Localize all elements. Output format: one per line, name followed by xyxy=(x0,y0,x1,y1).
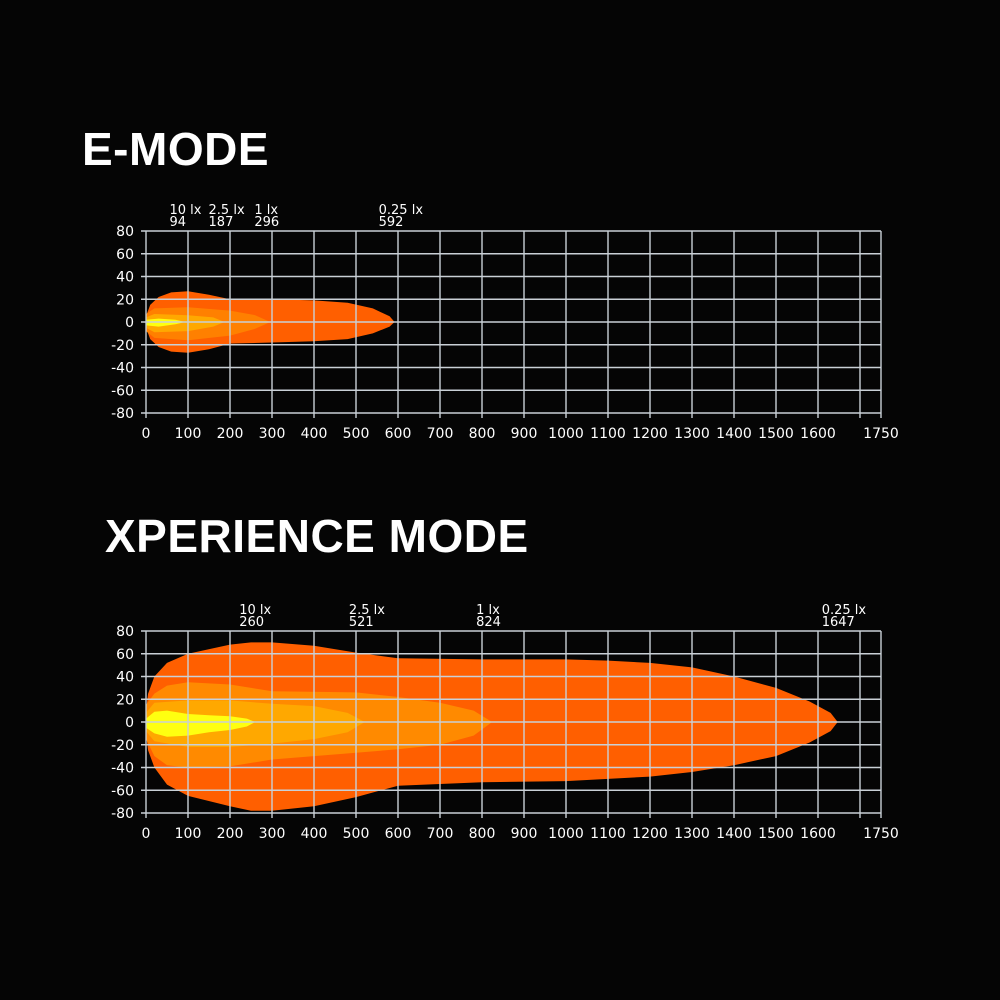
x-tick-label: 1750 xyxy=(863,826,899,842)
x-tick-label: 700 xyxy=(427,426,454,442)
reach-label: 521 xyxy=(349,615,374,630)
contour-10-lx xyxy=(146,710,256,737)
reach-label: 94 xyxy=(169,215,186,230)
x-tick-label: 1400 xyxy=(716,426,752,442)
y-tick-label: 60 xyxy=(116,647,134,663)
e-mode-title: E-MODE xyxy=(82,123,269,175)
reach-label: 824 xyxy=(476,615,501,630)
x-tick-label: 0 xyxy=(142,426,151,442)
reach-label: 296 xyxy=(254,215,279,230)
y-tick-label: -80 xyxy=(111,406,134,422)
y-tick-label: -20 xyxy=(111,738,134,754)
x-tick-label: 1500 xyxy=(758,826,794,842)
y-tick-label: 40 xyxy=(116,670,134,686)
x-tick-label: 600 xyxy=(385,426,412,442)
x-tick-label: 1300 xyxy=(674,826,710,842)
x-tick-label: 200 xyxy=(217,426,244,442)
y-tick-label: 20 xyxy=(116,692,134,708)
y-tick-label: -60 xyxy=(111,783,134,799)
x-tick-label: 1500 xyxy=(758,426,794,442)
x-tick-label: 500 xyxy=(343,826,370,842)
x-tick-label: 400 xyxy=(301,826,328,842)
lux-label: 2.5 lx xyxy=(349,603,385,618)
x-tick-label: 1600 xyxy=(800,826,836,842)
x-tick-label: 900 xyxy=(511,826,538,842)
x-tick-label: 100 xyxy=(175,826,202,842)
x-tick-label: 400 xyxy=(301,426,328,442)
x-tick-label: 1100 xyxy=(590,426,626,442)
chart-0: 0 100 200 300 400 500 600 700 800 900 1000 1100 1200… xyxy=(111,203,899,442)
reach-label: 187 xyxy=(209,215,234,230)
y-tick-label: 60 xyxy=(116,247,134,263)
xperience-mode-title: XPERIENCE MODE xyxy=(105,510,529,562)
lux-label: 0.25 lx xyxy=(379,203,424,218)
reach-label: 1647 xyxy=(822,615,855,630)
y-tick-label: 80 xyxy=(116,224,134,240)
x-tick-label: 1200 xyxy=(632,426,668,442)
lux-label: 0.25 lx xyxy=(822,603,867,618)
lux-label: 2.5 lx xyxy=(209,203,245,218)
y-tick-label: -40 xyxy=(111,761,134,777)
y-tick-label: -20 xyxy=(111,338,134,354)
x-tick-label: 300 xyxy=(259,826,286,842)
lux-label: 10 lx xyxy=(239,603,271,618)
contour-2-5-lx xyxy=(146,700,365,747)
x-tick-label: 600 xyxy=(385,826,412,842)
x-tick-label: 300 xyxy=(259,426,286,442)
x-tick-label: 800 xyxy=(469,826,496,842)
x-tick-label: 1300 xyxy=(674,426,710,442)
x-tick-label: 800 xyxy=(469,426,496,442)
x-tick-label: 200 xyxy=(217,826,244,842)
y-tick-label: 0 xyxy=(125,315,134,331)
lux-label: 1 lx xyxy=(476,603,500,618)
x-tick-label: 1000 xyxy=(548,426,584,442)
y-tick-label: -80 xyxy=(111,806,134,822)
x-tick-label: 900 xyxy=(511,426,538,442)
reach-label: 260 xyxy=(239,615,264,630)
contour-0-25-lx xyxy=(146,642,838,811)
x-tick-label: 1100 xyxy=(590,826,626,842)
y-tick-label: -60 xyxy=(111,383,134,399)
y-tick-label: 0 xyxy=(125,715,134,731)
chart-1: 0 100 200 300 400 500 600 700 800 900 1000 1100 1200… xyxy=(111,603,899,842)
y-tick-label: 80 xyxy=(116,624,134,640)
y-tick-label: 40 xyxy=(116,270,134,286)
lux-label: 1 lx xyxy=(254,203,278,218)
x-tick-label: 1000 xyxy=(548,826,584,842)
x-tick-label: 1750 xyxy=(863,426,899,442)
y-tick-label: 20 xyxy=(116,292,134,308)
x-tick-label: 1600 xyxy=(800,426,836,442)
x-tick-label: 500 xyxy=(343,426,370,442)
reach-label: 592 xyxy=(379,215,404,230)
lux-label: 10 lx xyxy=(169,203,201,218)
x-tick-label: 1400 xyxy=(716,826,752,842)
contour-2-5-lx xyxy=(146,314,225,333)
x-tick-label: 700 xyxy=(427,826,454,842)
y-tick-label: -40 xyxy=(111,361,134,377)
x-tick-label: 0 xyxy=(142,826,151,842)
x-tick-label: 1200 xyxy=(632,826,668,842)
x-tick-label: 100 xyxy=(175,426,202,442)
